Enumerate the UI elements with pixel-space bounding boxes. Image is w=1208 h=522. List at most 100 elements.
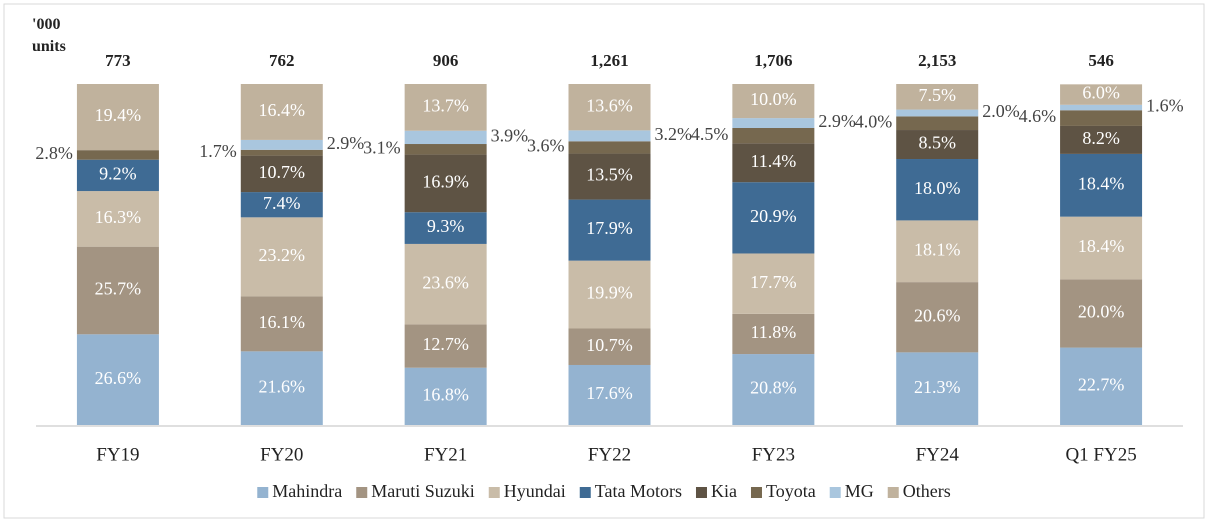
bar-segment	[568, 141, 651, 154]
data-label: 16.4%	[259, 100, 306, 120]
bar-segment	[732, 143, 815, 183]
legend-swatch	[750, 487, 762, 498]
bar-segment	[896, 84, 979, 110]
legend-label: Hyundai	[504, 481, 566, 501]
data-label: 11.8%	[750, 322, 796, 342]
legend-swatch	[356, 487, 368, 498]
bar-segment	[240, 84, 323, 140]
legend-swatch	[829, 487, 841, 498]
data-label: 8.5%	[918, 133, 956, 153]
x-tick-label: FY22	[588, 444, 631, 465]
data-label: 10.0%	[750, 89, 797, 109]
legend-label: Mahindra	[272, 481, 342, 501]
data-label: 7.4%	[263, 193, 301, 213]
data-label: 3.2%	[655, 124, 693, 144]
data-label: 16.9%	[422, 172, 469, 192]
data-label: 22.7%	[1078, 374, 1125, 394]
data-label: 3.9%	[491, 125, 528, 145]
bar-segment	[732, 253, 815, 314]
data-label: 18.0%	[914, 178, 961, 198]
data-label: 10.7%	[259, 162, 306, 182]
bar-segment	[240, 149, 323, 156]
x-tick-label: FY21	[424, 444, 467, 465]
bar-segment	[76, 84, 159, 151]
data-label: 17.6%	[586, 383, 633, 403]
data-label: 9.2%	[99, 164, 137, 184]
bar-segment	[404, 144, 487, 155]
bar-segment	[896, 130, 979, 160]
data-label: 17.7%	[750, 272, 797, 292]
legend-label: Toyota	[766, 481, 816, 501]
bar-segment	[732, 118, 815, 128]
data-label: 7.5%	[918, 85, 956, 105]
total-label: 1,261	[590, 51, 628, 70]
data-label: 1.6%	[1146, 96, 1184, 116]
legend-swatch	[579, 487, 591, 498]
data-label: 20.0%	[1078, 302, 1125, 322]
data-label: 25.7%	[95, 279, 142, 299]
bar-segment	[896, 116, 979, 131]
x-tick-label: FY23	[752, 444, 795, 465]
bar-segment	[568, 199, 651, 261]
data-label: 2.9%	[818, 111, 856, 131]
total-label: 2,153	[918, 51, 956, 70]
data-label: 6.0%	[1082, 83, 1120, 103]
data-label: 11.4%	[750, 151, 796, 171]
bar-segment	[76, 159, 159, 192]
x-tick-label: FY19	[96, 444, 139, 465]
data-label: 23.2%	[259, 245, 306, 265]
bar-segment	[240, 139, 323, 150]
data-label: 23.6%	[422, 272, 469, 292]
bar-segment	[568, 153, 651, 200]
bar-segment	[404, 84, 487, 131]
data-label: 16.3%	[95, 207, 142, 227]
bar-segment	[1060, 347, 1143, 425]
data-label: 18.4%	[1078, 236, 1125, 256]
total-label: 773	[105, 51, 131, 70]
bar-segment	[896, 352, 979, 425]
chart-border	[3, 3, 1205, 519]
bar-segment	[896, 109, 979, 117]
total-label: 762	[269, 51, 295, 70]
bar-segment	[896, 220, 979, 283]
data-label: 3.1%	[363, 137, 401, 157]
legend-swatch	[695, 487, 707, 498]
data-label: 2.0%	[982, 101, 1020, 121]
x-tick-label: Q1 FY25	[1065, 444, 1136, 465]
bar-segment	[76, 191, 159, 247]
legend-label: Tata Motors	[595, 481, 682, 501]
bar-segment	[76, 334, 159, 425]
bar-segment	[1060, 84, 1143, 105]
legend-swatch	[887, 487, 899, 498]
bar-segment	[568, 364, 651, 425]
data-label: 4.5%	[691, 124, 729, 144]
x-tick-label: FY20	[260, 444, 303, 465]
x-tick-label: FY24	[916, 444, 960, 465]
bar-segment	[732, 182, 815, 254]
bar-segment	[404, 212, 487, 244]
bar-segment	[896, 282, 979, 353]
data-label: 1.7%	[199, 141, 237, 161]
data-label: 2.8%	[35, 143, 73, 163]
bar-segment	[240, 217, 323, 297]
data-label: 2.9%	[327, 133, 365, 153]
total-label: 906	[433, 51, 459, 70]
legend-label: Maruti Suzuki	[371, 481, 475, 501]
data-label: 18.4%	[1078, 173, 1125, 193]
bar-segment	[732, 354, 815, 425]
data-label: 3.6%	[527, 136, 565, 156]
bar-segment	[1060, 110, 1143, 126]
data-label: 13.5%	[586, 165, 633, 185]
bar-segment	[240, 192, 323, 218]
data-label: 26.6%	[95, 368, 142, 388]
bar-segment	[732, 84, 815, 119]
data-label: 17.9%	[586, 218, 633, 238]
bar-segment	[896, 159, 979, 221]
data-label: 20.9%	[750, 206, 797, 226]
legend-swatch	[257, 487, 269, 498]
data-label: 20.8%	[750, 378, 797, 398]
bar-segment	[1060, 153, 1143, 217]
data-label: 13.7%	[422, 95, 469, 115]
